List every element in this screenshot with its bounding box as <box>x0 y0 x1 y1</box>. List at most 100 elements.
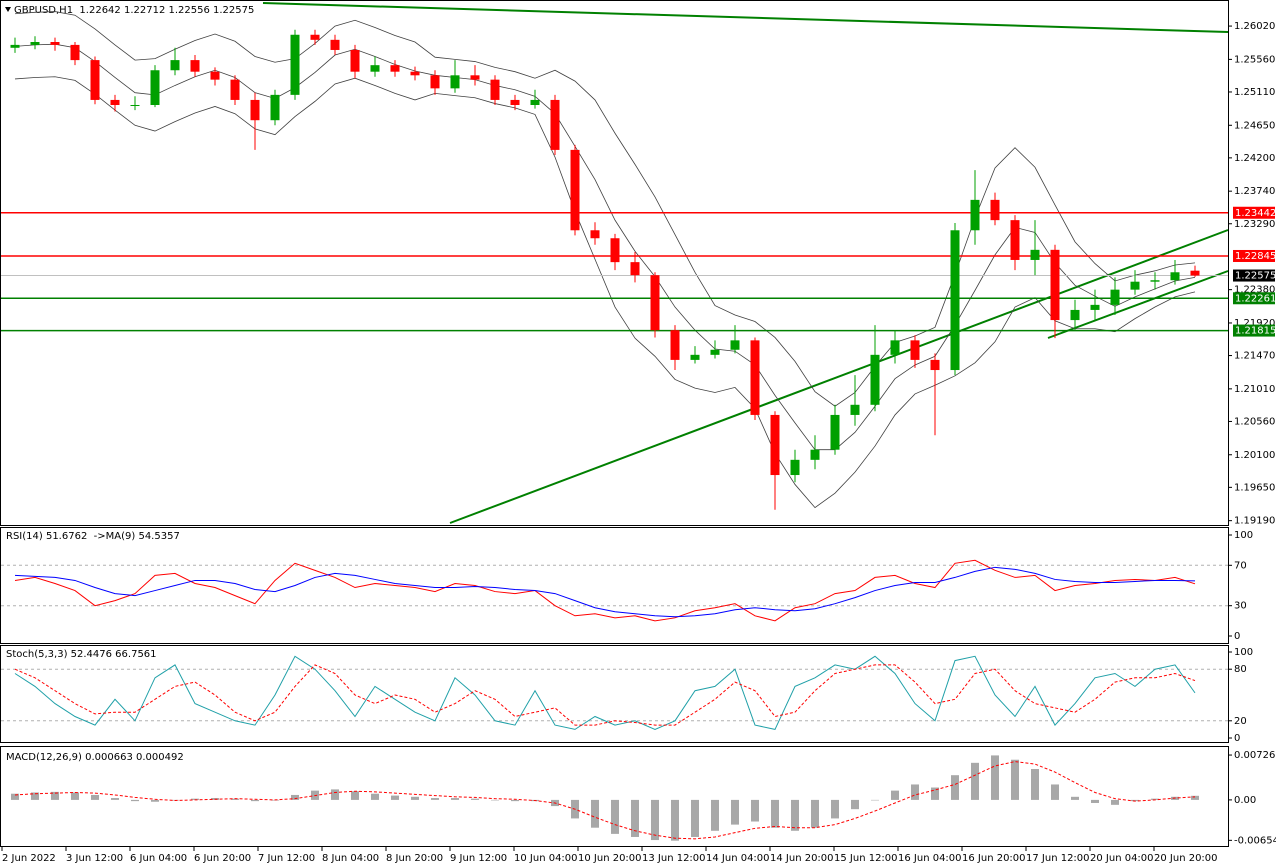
x-tick-label: 2 Jun 2022 <box>2 853 56 864</box>
histogram-bar <box>491 799 499 801</box>
candle-body <box>890 340 900 355</box>
level-label: 1.23442 <box>1235 208 1276 219</box>
candle-body <box>1010 220 1020 260</box>
candle-body <box>730 340 740 350</box>
histogram-bar <box>651 799 659 841</box>
y-tick-label: 1.20560 <box>1234 416 1275 427</box>
histogram-bar <box>771 799 779 828</box>
histogram-bar <box>131 799 139 802</box>
title-marker <box>5 7 11 12</box>
candle-body <box>1170 272 1180 281</box>
y-tick-label: 1.22380 <box>1234 285 1275 296</box>
histogram-bar <box>51 791 59 800</box>
histogram-bar <box>391 795 399 800</box>
level-label-box <box>1233 292 1275 305</box>
candle-body <box>30 42 40 45</box>
level-label: 1.21815 <box>1235 326 1276 337</box>
candle-body <box>50 42 60 45</box>
indicator-line <box>14 655 1196 730</box>
histogram-bar <box>251 799 259 802</box>
panel-title: RSI(14) 51.6762 ->MA(9) 54.5357 <box>6 531 180 542</box>
panel-title: GBPUSD,H1 1.22642 1.22712 1.22556 1.2257… <box>14 5 254 16</box>
candle-body <box>850 404 860 415</box>
x-tick-label: 15 Jun 12:00 <box>834 853 898 864</box>
candle-body <box>510 99 520 105</box>
histogram-bar <box>371 793 379 800</box>
candle-body <box>830 414 840 450</box>
candle-body <box>350 49 360 72</box>
x-tick-label: 10 Jun 04:00 <box>514 853 578 864</box>
candle-body <box>390 65 400 72</box>
histogram-bar <box>11 793 19 800</box>
histogram-bar <box>791 799 799 831</box>
histogram-bar <box>191 798 199 800</box>
candle-body <box>550 99 560 150</box>
x-tick-label: 14 Jun 04:00 <box>706 853 770 864</box>
candle-body <box>70 44 80 61</box>
candle-body <box>150 70 160 105</box>
candle-body <box>10 44 20 48</box>
y-tick-label: 20 <box>1234 716 1247 727</box>
level-label-box <box>1233 324 1275 337</box>
candle-body <box>450 75 460 89</box>
level-label: 1.22845 <box>1235 251 1276 262</box>
indicator-line <box>14 566 1196 618</box>
histogram-bar <box>1071 796 1079 800</box>
y-tick-label: 1.20100 <box>1234 450 1275 461</box>
candle-body <box>870 354 880 405</box>
histogram-bar <box>611 799 619 834</box>
x-tick-label: 13 Jun 12:00 <box>642 853 706 864</box>
candle-body <box>650 275 660 331</box>
histogram-bar <box>1091 799 1099 803</box>
histogram-bar <box>811 799 819 828</box>
histogram-bar <box>511 799 519 802</box>
histogram-bar <box>1031 769 1039 800</box>
y-tick-label: 1.21010 <box>1234 384 1275 395</box>
histogram-bar <box>331 789 339 800</box>
histogram-bar <box>451 798 459 800</box>
current-price-box <box>1233 269 1275 282</box>
y-tick-label: 70 <box>1234 560 1247 571</box>
candle-body <box>1070 309 1080 321</box>
candle-body <box>270 94 280 121</box>
histogram-bar <box>351 791 359 800</box>
histogram-bar <box>671 799 679 841</box>
panel-title: Stoch(5,3,3) 52.4476 66.7561 <box>6 649 157 660</box>
y-tick-label: -0.006545 <box>1234 835 1276 846</box>
candle-body <box>750 340 760 415</box>
histogram-bar <box>1191 795 1199 800</box>
y-tick-label: 0 <box>1234 733 1240 744</box>
histogram-bar <box>731 799 739 825</box>
macd-panel-frame <box>0 746 1229 847</box>
channel-line <box>1047 270 1229 339</box>
x-tick-label: 3 Jun 12:00 <box>66 853 123 864</box>
y-tick-label: 0.00 <box>1234 795 1256 806</box>
candle-body <box>610 238 620 263</box>
candle-body <box>990 199 1000 221</box>
x-tick-label: 8 Jun 20:00 <box>386 853 443 864</box>
candle-body <box>250 99 260 121</box>
candle-body <box>790 459 800 476</box>
y-tick-label: 1.25560 <box>1234 54 1275 65</box>
indicator-line <box>14 761 1196 840</box>
bollinger-lower <box>14 76 1196 509</box>
candle-body <box>570 149 580 231</box>
candle-body <box>90 60 100 100</box>
histogram-bar <box>631 799 639 837</box>
y-tick-label: 30 <box>1234 601 1247 612</box>
histogram-bar <box>831 799 839 819</box>
panel: Stoch(5,3,3) 52.4476 66.7561 100 80 20 0 <box>1 647 1253 744</box>
level-label-box <box>1233 249 1275 262</box>
x-tick-label: 6 Jun 04:00 <box>130 853 187 864</box>
current-price-label: 1.22575 <box>1235 271 1276 282</box>
histogram-bar <box>691 799 699 837</box>
candle-body <box>1050 249 1060 321</box>
y-tick-label: 1.24200 <box>1234 153 1275 164</box>
y-tick-label: 1.25110 <box>1234 87 1275 98</box>
histogram-bar <box>971 762 979 800</box>
candle-body <box>430 75 440 89</box>
histogram-bar <box>951 775 959 800</box>
panel-title: MACD(12,26,9) 0.000663 0.000492 <box>6 752 184 763</box>
candle-body <box>1150 280 1160 282</box>
